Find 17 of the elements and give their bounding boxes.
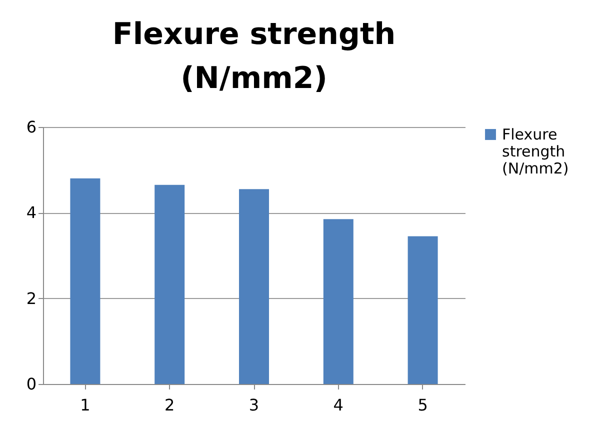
text: Flexure strength: [112, 17, 396, 52]
x-tick-label: 3: [248, 396, 260, 414]
bar: [323, 219, 354, 384]
bar: [239, 189, 269, 384]
bar: [408, 236, 438, 384]
y-tick-label: 4: [26, 203, 36, 222]
y-tick-label: 2: [26, 288, 36, 308]
x-tick-label: 5: [418, 396, 428, 414]
y-tick-label: 6: [26, 118, 36, 136]
x-tick-label: 4: [333, 396, 344, 414]
text: (N/mm2): [180, 61, 328, 96]
bar: [70, 178, 100, 384]
x-tick-label: 1: [80, 396, 90, 414]
x-tick-label: 2: [164, 396, 175, 414]
y-tick-label: 0: [26, 374, 36, 394]
legend-label: Flexure strength (N/mm2): [502, 126, 569, 178]
bar: [154, 184, 185, 384]
